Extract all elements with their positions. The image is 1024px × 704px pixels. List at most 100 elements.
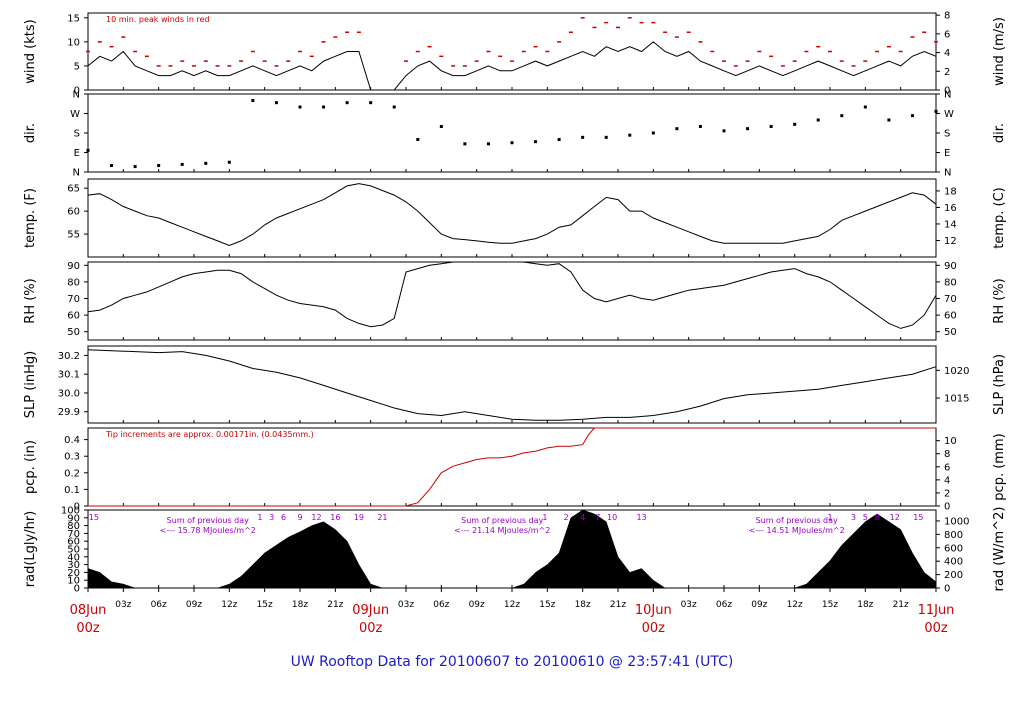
day-date-label: 10Jun (635, 603, 672, 618)
rad-hour-mark: 8 (875, 513, 880, 522)
slp-ytick-label: 29.9 (58, 407, 80, 418)
rad-hour-mark: 5 (863, 513, 868, 522)
rad-hour-mark: 1 (542, 513, 547, 522)
rh-ytick-label: 60 (67, 311, 80, 322)
dir-point (840, 114, 844, 118)
pcp-line-0 (88, 427, 936, 507)
dir-ytick-label-right: S (944, 129, 950, 140)
rad-hour-mark: 15 (913, 513, 923, 522)
pcp-ytick-label-right: 10 (944, 436, 957, 447)
dir-point (769, 125, 773, 128)
slp-panel: 29.9 30.0 30.1 30.2 1015 1020 SLP (inHg) SLP (h… (23, 345, 1007, 424)
x-tick-label: 03z (681, 600, 697, 610)
rad-sum-value: <--- 21.14 MJoules/m^2 (454, 526, 550, 535)
rad-sum-value: <--- 14.51 MJoules/m^2 (749, 526, 845, 535)
rh-frame (87, 261, 937, 341)
dir-point (345, 101, 349, 105)
pcp-ytick-label: 0.2 (64, 468, 80, 479)
pcp-ytick-label: 0 (74, 502, 80, 513)
dir-ylabel-left: dir. (23, 123, 38, 143)
dir-point (887, 118, 891, 122)
rad-hour-mark: 2 (564, 513, 569, 522)
dir-point (157, 164, 161, 167)
rh-ylabel-right: RH (%) (992, 278, 1007, 323)
dir-ytick-label: W (70, 109, 80, 120)
x-tick-label: 21z (610, 600, 626, 610)
dir-point (486, 142, 490, 146)
x-tick-label: 03z (398, 600, 414, 610)
temp-ylabel-right: temp. (C) (992, 187, 1007, 249)
rad-ytick-label-right: 800 (944, 530, 963, 541)
dir-point (510, 141, 514, 145)
temp-ytick-label-right: 18 (944, 186, 957, 197)
dir-point (816, 118, 820, 122)
rh-ytick-label: 80 (67, 277, 80, 288)
dir-ytick-label: S (74, 129, 80, 140)
pcp-ylabel-right: pcp. (mm) (992, 433, 1007, 500)
dir-point (274, 101, 278, 105)
x-tick-label: 06z (716, 600, 732, 610)
rad-ytick-label: 80 (67, 521, 80, 532)
pcp-ytick-label-right: 2 (944, 488, 950, 499)
dir-ytick-label-right: E (944, 148, 950, 159)
rh-ytick-label-right: 70 (944, 294, 957, 305)
x-tick-label: 09z (751, 600, 767, 610)
wind-ytick-label: 15 (67, 13, 80, 24)
x-tick-label: 12z (504, 600, 520, 610)
x-tick-label: 18z (575, 600, 591, 610)
rad-hour-mark: 15 (89, 513, 99, 522)
pcp-ylabel-left: pcp. (in) (23, 440, 38, 494)
dir-point (369, 101, 373, 105)
dir-point (439, 125, 443, 128)
pcp-annotation: Tip increments are approx. 0.00171in. (0… (105, 430, 314, 439)
rad-hour-mark: 7 (595, 513, 600, 522)
rad-ytick-label: 10 (67, 576, 80, 587)
dir-point (463, 142, 467, 146)
pcp-ytick-label-right: 6 (944, 462, 950, 473)
rad-ytick-label-right: 0 (944, 584, 950, 595)
temp-frame (87, 178, 937, 258)
rh-panel: 50 60 70 80 90 50 60 70 80 90 RH (%) RH (%) (23, 261, 1007, 341)
dir-point (675, 127, 679, 131)
rh-ytick-label: 70 (67, 294, 80, 305)
dir-point (746, 127, 750, 131)
x-tick-label: 09z (469, 600, 485, 610)
rh-ytick-label: 50 (67, 327, 80, 338)
temp-ytick-label-right: 12 (944, 236, 957, 247)
x-tick-label: 21z (327, 600, 343, 610)
x-tick-label: 06z (433, 600, 449, 610)
rad-hour-mark: 3 (851, 513, 856, 522)
dir-ytick-label: N (73, 90, 80, 101)
rad-ytick-label: 100 (61, 506, 80, 517)
x-tick-label: 06z (151, 600, 167, 610)
slp-ylabel-right: SLP (hPa) (992, 354, 1007, 415)
day-time-label: 00z (642, 621, 666, 636)
slp-ytick-label: 30.0 (58, 388, 80, 399)
temp-ytick-label-right: 14 (944, 219, 957, 230)
dir-point (557, 138, 561, 141)
rad-sum-label: Sum of previous day (167, 516, 249, 525)
pcp-ytick-label: 0.4 (64, 435, 80, 446)
dir-point (322, 105, 326, 109)
rad-hour-mark: 21 (377, 513, 387, 522)
x-axis: 03z 06z 09z 12z 15z 18z 21z 03z 06z 09z 12z 15z 18z 2… (70, 588, 954, 636)
wind-ytick-label: 5 (74, 61, 80, 72)
wind-line-0 (87, 41, 937, 91)
dir-point (722, 129, 726, 133)
dir-point (698, 125, 702, 128)
rad-sum-label: Sum of previous day (756, 516, 838, 525)
wind-ytick-label: 0 (74, 86, 80, 97)
rad-panel: 010203040506070809010002004006008001000r… (23, 506, 1007, 595)
dir-ytick-label-right: W (944, 109, 954, 120)
dir-frame (87, 93, 937, 173)
pcp-ytick-label-right: 0 (944, 502, 950, 513)
rad-hour-mark: 9 (297, 513, 302, 522)
dir-point (910, 114, 914, 118)
rad-hour-mark: 1 (257, 513, 262, 522)
day-date-label: 08Jun (70, 603, 107, 618)
wind-ytick-label-right: 8 (944, 11, 950, 22)
slp-ytick-label-right: 1020 (944, 366, 969, 377)
dir-point (392, 105, 396, 109)
rad-hour-mark: 16 (330, 513, 340, 522)
